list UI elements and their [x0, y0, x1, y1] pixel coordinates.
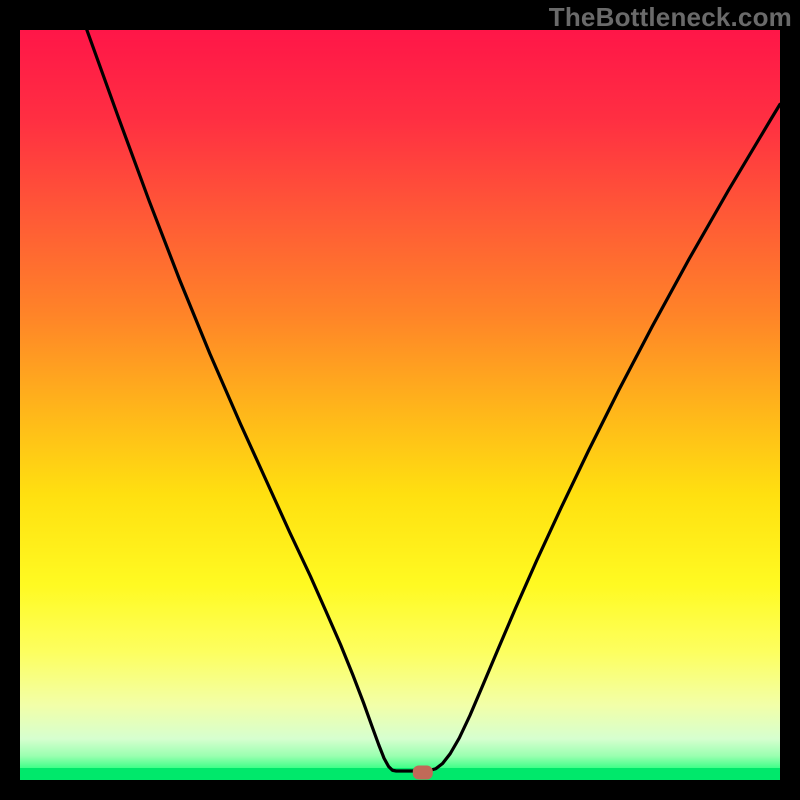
bottleneck-chart — [0, 0, 800, 800]
watermark-text: TheBottleneck.com — [549, 2, 792, 33]
plot-background — [20, 30, 780, 780]
optimal-point-marker — [413, 766, 433, 780]
chart-container: TheBottleneck.com — [0, 0, 800, 800]
